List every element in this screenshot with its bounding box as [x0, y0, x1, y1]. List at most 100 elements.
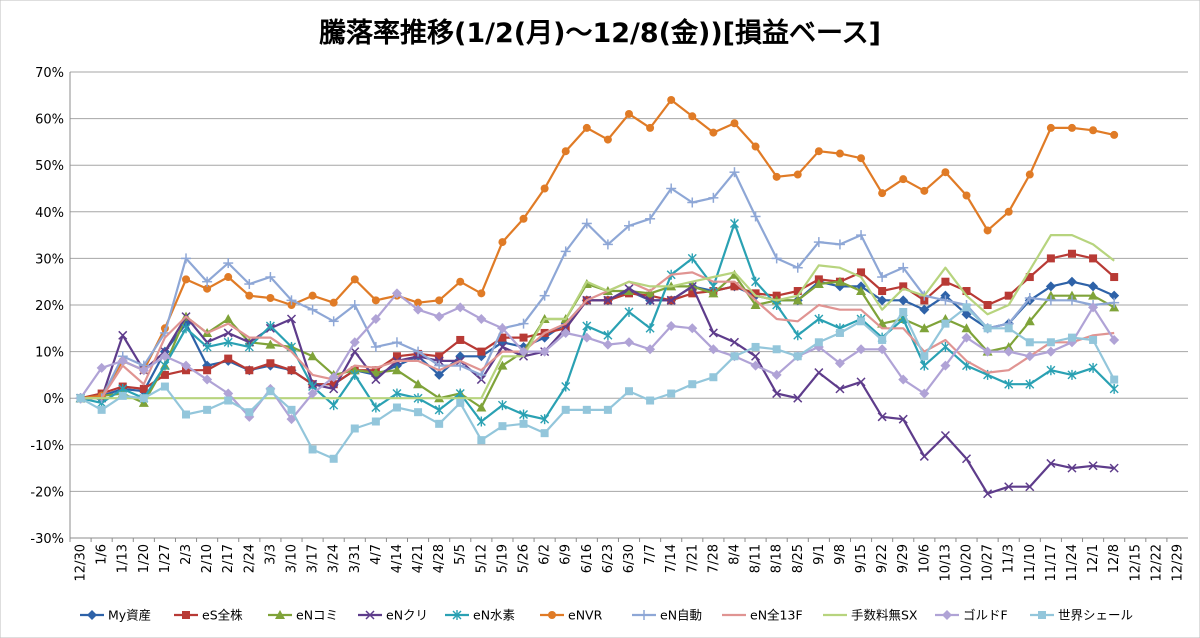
data-point — [625, 387, 633, 396]
x-tick-label: 10/20 — [960, 544, 975, 581]
data-point — [983, 226, 992, 235]
data-point — [349, 300, 360, 310]
data-point — [1025, 379, 1035, 390]
x-tick-label: 5/19 — [495, 544, 510, 573]
data-point — [646, 396, 655, 405]
data-point — [1046, 365, 1056, 376]
legend-item: eN自動 — [632, 608, 702, 623]
data-point — [645, 288, 656, 298]
x-tick-label: 1/6 — [95, 544, 110, 565]
x-tick-label: 6/23 — [601, 544, 616, 573]
data-point — [181, 360, 192, 371]
data-point — [96, 362, 107, 373]
series-10 — [75, 288, 1120, 425]
legend-label: ゴルドF — [963, 608, 1008, 623]
data-point-stroke — [687, 281, 697, 291]
data-point — [160, 370, 169, 379]
data-point — [307, 304, 318, 315]
legend: My資産 eS全株 eNコミ eNクリ eN水素 eNVR eN自動 eN全13F 手数料無SX… — [80, 608, 1133, 623]
data-point — [434, 360, 445, 371]
data-point — [751, 142, 760, 151]
y-tick-label: -10% — [30, 439, 64, 454]
data-point — [982, 346, 993, 357]
data-point — [645, 213, 656, 224]
data-point — [1004, 379, 1014, 390]
data-point — [455, 360, 466, 371]
data-point — [750, 211, 761, 222]
data-point — [834, 239, 845, 250]
data-point — [434, 311, 445, 322]
data-point — [919, 304, 930, 315]
data-point — [687, 253, 697, 264]
data-point-stroke — [814, 368, 824, 378]
data-point-stroke — [286, 314, 297, 324]
legend-item: eN水素 — [445, 608, 515, 623]
data-point — [328, 316, 339, 327]
data-point — [687, 197, 698, 208]
data-point-stroke — [223, 328, 233, 338]
data-point — [835, 149, 844, 158]
data-point — [899, 282, 908, 291]
data-point — [751, 276, 761, 287]
data-point-stroke — [1046, 458, 1056, 468]
series-11 — [76, 303, 1119, 463]
x-tick-label: 12/1 — [1086, 544, 1101, 573]
x-tick-label: 7/7 — [643, 544, 658, 565]
data-point — [814, 147, 823, 156]
data-point — [1046, 254, 1055, 263]
data-point — [582, 320, 592, 331]
data-point — [287, 405, 296, 414]
data-point — [602, 239, 613, 250]
data-point — [856, 286, 867, 296]
data-point — [645, 323, 655, 334]
data-point — [920, 186, 929, 195]
data-point — [307, 388, 318, 399]
data-point — [877, 295, 888, 306]
data-point — [1004, 482, 1014, 492]
data-point — [688, 289, 697, 298]
data-point — [265, 320, 275, 331]
data-point-stroke — [365, 610, 375, 620]
data-point — [560, 246, 571, 257]
data-point — [961, 309, 972, 320]
data-point — [561, 147, 570, 156]
data-point — [940, 360, 951, 371]
data-point — [983, 301, 992, 309]
data-point — [1004, 291, 1013, 300]
data-point — [898, 374, 909, 385]
data-point-stroke — [497, 342, 507, 352]
x-tick-label: 5/26 — [517, 544, 532, 573]
data-point-stroke — [1109, 463, 1119, 473]
x-tick-label: 6/2 — [538, 544, 553, 565]
legend-label: eN自動 — [660, 608, 702, 623]
data-point — [1004, 324, 1013, 333]
x-tick-label: 2/10 — [200, 544, 215, 573]
data-point — [182, 611, 190, 619]
data-point — [266, 359, 275, 368]
x-tick-label: 7/14 — [664, 544, 679, 573]
data-point — [435, 352, 444, 361]
data-point — [899, 175, 908, 184]
data-point — [813, 237, 824, 248]
data-point — [856, 230, 867, 241]
x-tick-label: 2/17 — [221, 544, 236, 573]
data-point — [414, 298, 423, 307]
data-point — [771, 369, 782, 380]
data-point — [1088, 290, 1099, 300]
data-point — [1110, 375, 1119, 384]
data-point — [286, 314, 297, 324]
data-point — [645, 344, 656, 355]
legend-label: eN水素 — [473, 608, 515, 623]
data-point — [1109, 297, 1120, 308]
data-point — [223, 328, 233, 338]
x-tick-label: 11/17 — [1044, 544, 1059, 581]
data-point — [539, 290, 550, 301]
x-tick-label: 1/27 — [158, 544, 173, 573]
data-point — [498, 333, 507, 342]
x-tick-label: 4/28 — [432, 544, 447, 573]
data-point — [561, 381, 571, 392]
data-point — [624, 220, 634, 231]
x-tick-label: 4/7 — [369, 544, 384, 565]
data-point — [940, 430, 950, 441]
